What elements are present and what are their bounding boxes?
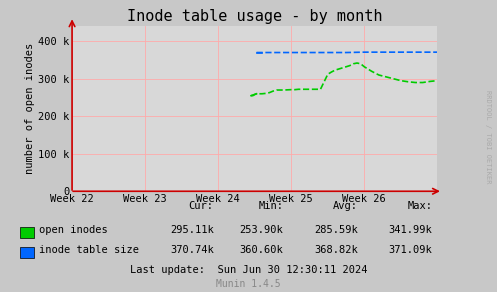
Y-axis label: number of open inodes: number of open inodes bbox=[25, 43, 35, 174]
Text: 371.09k: 371.09k bbox=[389, 245, 432, 255]
Text: 285.59k: 285.59k bbox=[314, 225, 358, 235]
Text: 370.74k: 370.74k bbox=[170, 245, 214, 255]
Text: Avg:: Avg: bbox=[333, 201, 358, 211]
Text: open inodes: open inodes bbox=[39, 225, 107, 235]
Title: Inode table usage - by month: Inode table usage - by month bbox=[127, 9, 383, 24]
Text: 368.82k: 368.82k bbox=[314, 245, 358, 255]
Text: 295.11k: 295.11k bbox=[170, 225, 214, 235]
Text: Max:: Max: bbox=[408, 201, 432, 211]
Text: Last update:  Sun Jun 30 12:30:11 2024: Last update: Sun Jun 30 12:30:11 2024 bbox=[130, 265, 367, 275]
Text: 341.99k: 341.99k bbox=[389, 225, 432, 235]
Text: Cur:: Cur: bbox=[189, 201, 214, 211]
Text: 360.60k: 360.60k bbox=[240, 245, 283, 255]
Text: 253.90k: 253.90k bbox=[240, 225, 283, 235]
Text: Min:: Min: bbox=[258, 201, 283, 211]
Text: Munin 1.4.5: Munin 1.4.5 bbox=[216, 279, 281, 289]
Text: RRDTOOL / TOBI OETIKER: RRDTOOL / TOBI OETIKER bbox=[485, 91, 491, 184]
Text: inode table size: inode table size bbox=[39, 245, 139, 255]
